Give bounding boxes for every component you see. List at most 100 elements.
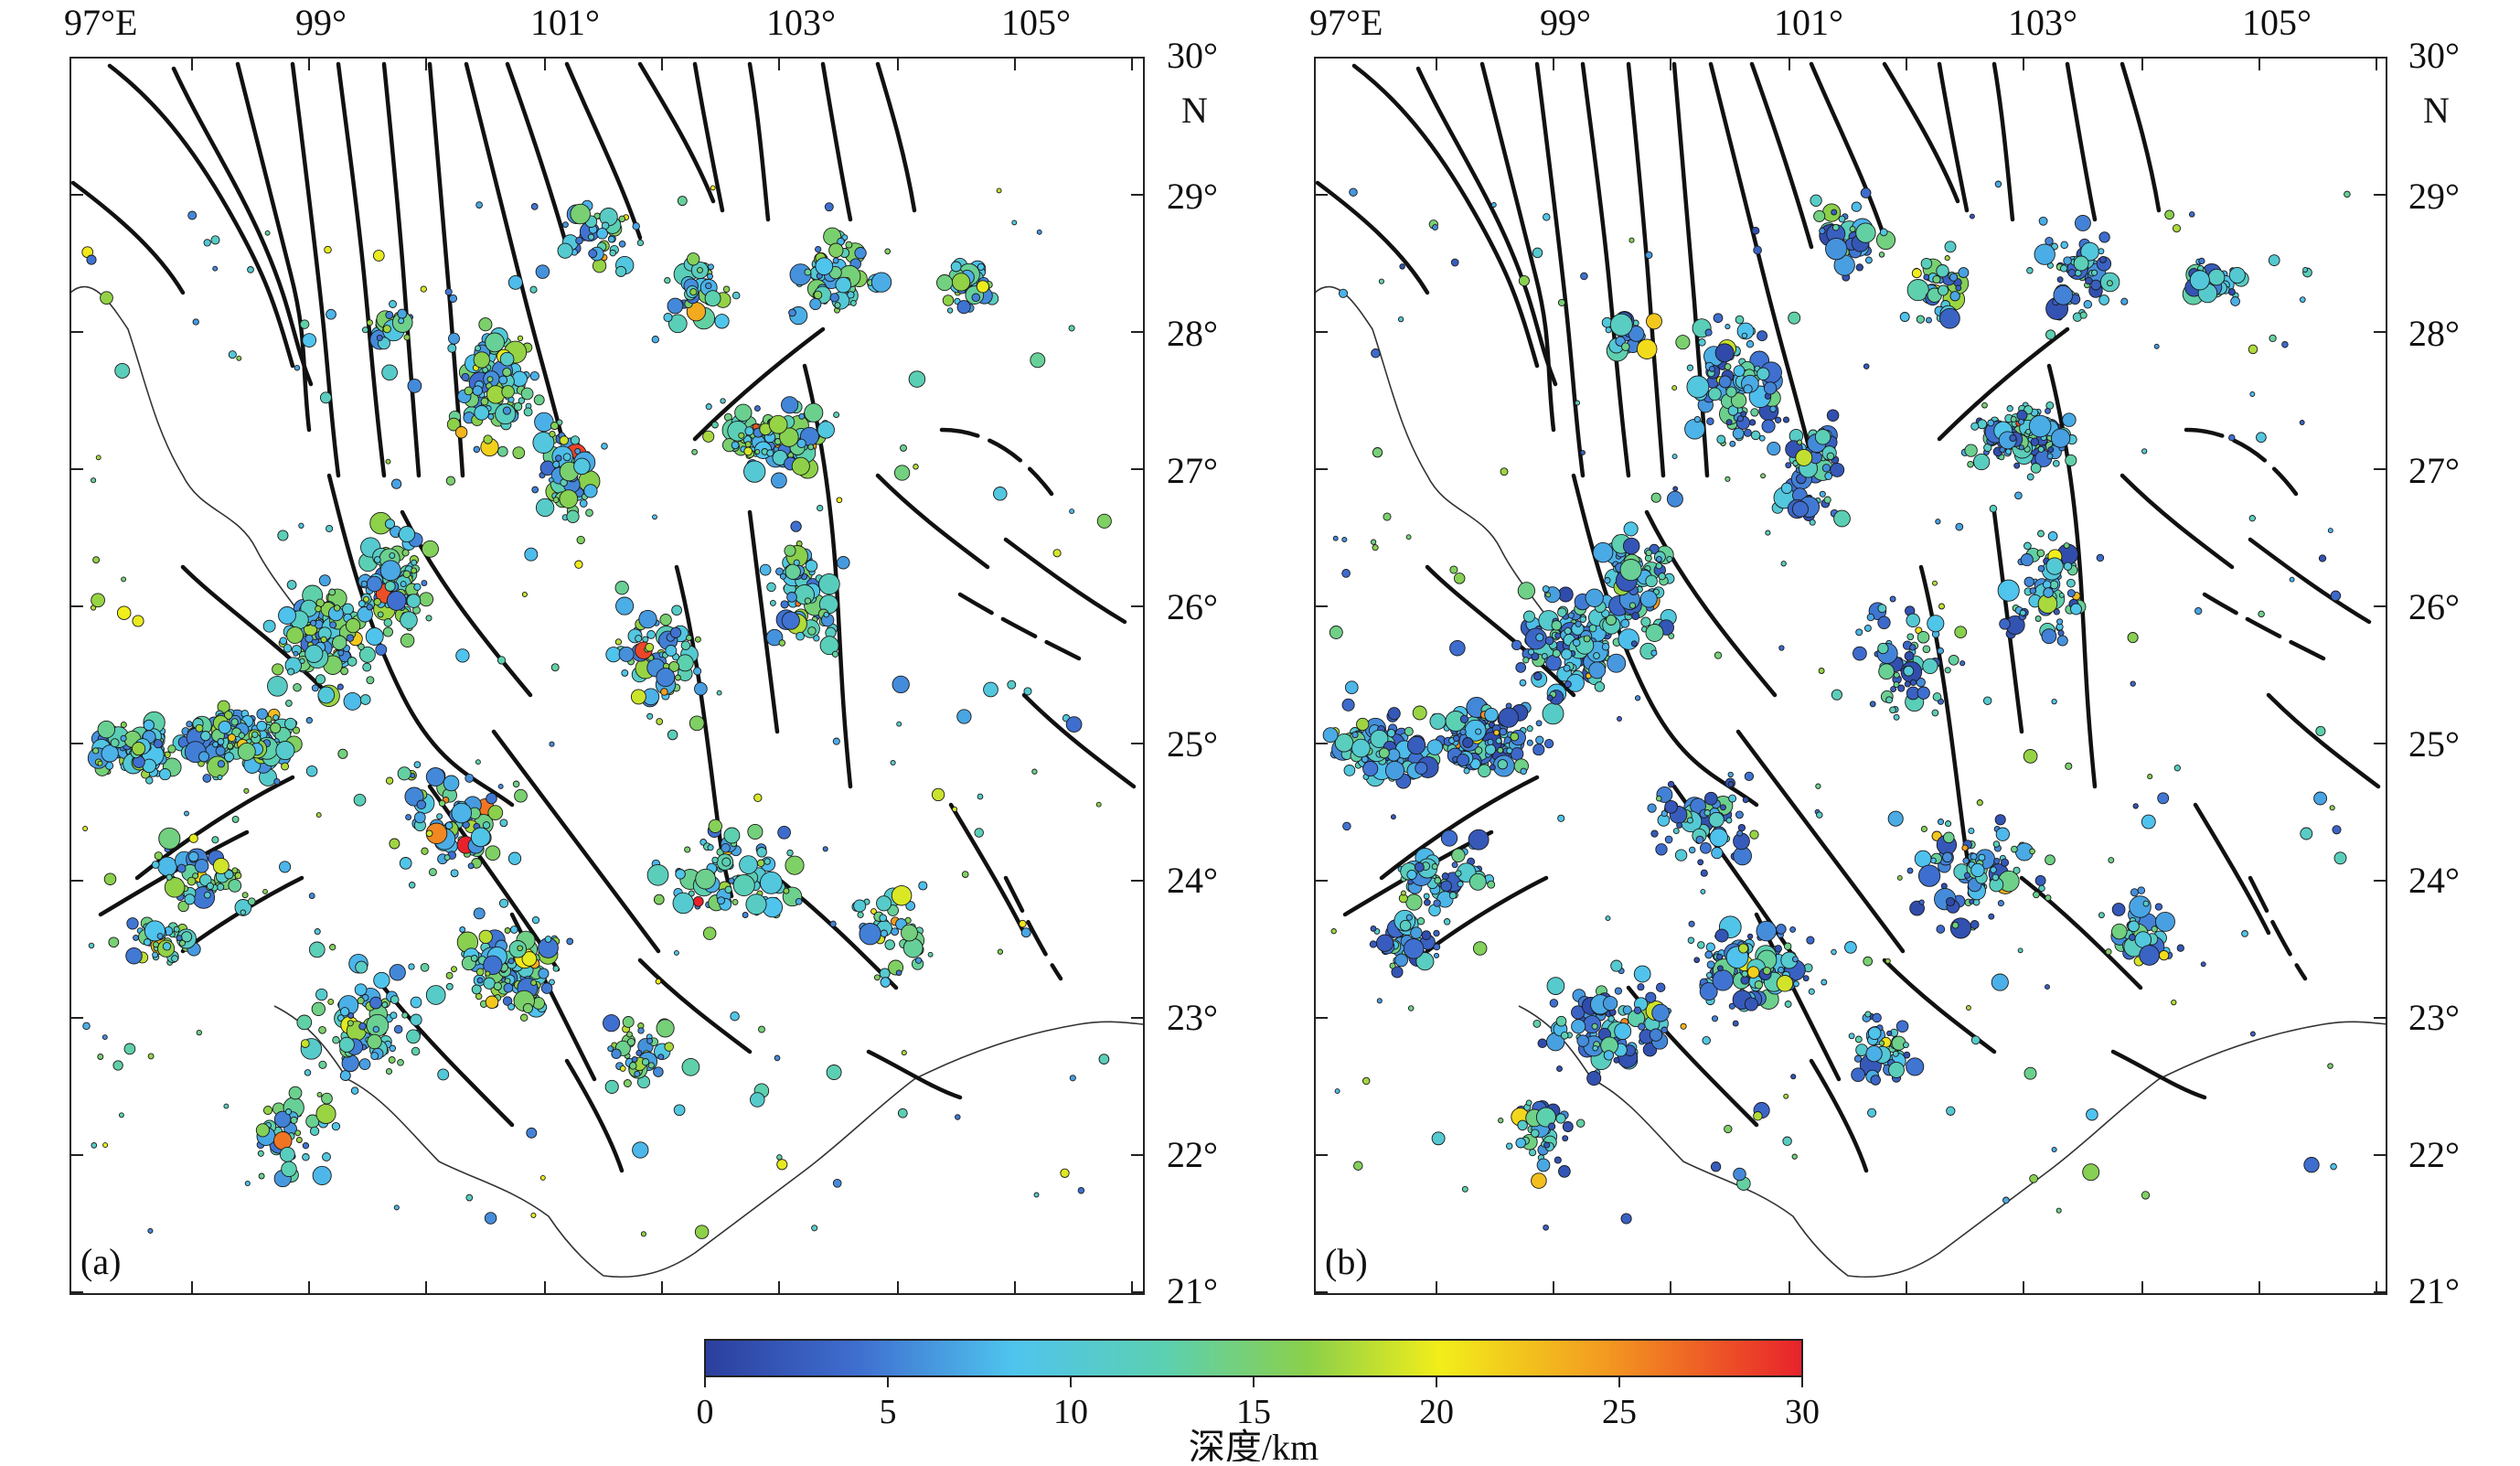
earthquake-point	[880, 977, 892, 988]
earthquake-point	[1362, 760, 1379, 777]
earthquake-point	[2299, 296, 2306, 303]
earthquake-point	[366, 319, 373, 326]
earthquake-point	[518, 397, 526, 404]
earthquake-point	[609, 249, 616, 257]
depth-colorbar: 0 5 10 15 20 25 30 深度/km	[697, 1339, 1820, 1466]
earthquake-point	[1851, 1067, 1865, 1083]
earthquake-point	[655, 978, 662, 985]
earthquake-point	[499, 819, 508, 828]
earthquake-point	[312, 1165, 332, 1185]
earthquake-point	[1949, 273, 1959, 282]
earthquake-point	[1877, 604, 1887, 614]
earthquake-point	[1506, 747, 1513, 754]
earthquake-point	[1545, 592, 1552, 598]
earthquake-point	[315, 1103, 336, 1125]
earthquake-point	[347, 657, 358, 667]
earthquake-point	[1970, 422, 1980, 431]
earthquake-point	[1606, 615, 1617, 626]
earthquake-point	[1780, 482, 1793, 495]
earthquake-point	[2018, 444, 2024, 451]
earthquake-point	[532, 432, 555, 454]
earthquake-point	[329, 621, 337, 629]
earthquake-point	[370, 1052, 379, 1061]
fault-line	[1571, 473, 1759, 808]
earthquake-point	[523, 407, 533, 417]
earthquake-point	[847, 291, 855, 299]
earthquake-point	[1583, 1015, 1602, 1034]
earthquake-point	[884, 248, 892, 255]
lat-label-22: 22°	[2408, 1134, 2460, 1175]
earthquake-point	[1405, 534, 1412, 540]
earthquake-point	[507, 1002, 516, 1011]
earthquake-point	[607, 235, 615, 243]
earthquake-point	[646, 630, 656, 639]
earthquake-point	[445, 476, 456, 486]
earthquake-point	[1011, 219, 1018, 226]
earthquake-point	[2017, 947, 2023, 954]
earthquake-point	[859, 923, 881, 946]
earthquake-point	[769, 599, 776, 606]
earthquake-point	[318, 1060, 327, 1069]
earthquake-point	[1698, 338, 1706, 347]
earthquake-point	[739, 855, 758, 874]
earthquake-point	[1688, 920, 1695, 927]
earthquake-point	[557, 242, 573, 259]
earthquake-point	[977, 793, 984, 800]
earthquake-point	[1866, 613, 1875, 622]
earthquake-point	[411, 559, 418, 566]
earthquake-point	[366, 575, 383, 593]
earthquake-point	[384, 581, 396, 592]
earthquake-point	[1864, 256, 1873, 264]
earthquake-point	[1353, 1161, 1363, 1171]
earthquake-point	[1637, 983, 1645, 991]
earthquake-point	[2023, 576, 2034, 587]
fault-line	[1644, 509, 1778, 698]
earthquake-point	[270, 722, 282, 734]
earthquake-point	[629, 1062, 637, 1070]
earthquake-point	[1605, 326, 1612, 334]
earthquake-point	[1824, 472, 1833, 480]
earthquake-point	[2329, 805, 2335, 811]
fault-line	[491, 729, 661, 954]
earthquake-point	[1557, 814, 1565, 822]
lat-label-26: 26°	[2408, 586, 2460, 627]
earthquake-point	[277, 530, 289, 541]
earthquake-point	[281, 1161, 297, 1178]
earthquake-point	[896, 721, 902, 727]
earthquake-point	[1688, 846, 1696, 854]
earthquake-point	[217, 760, 226, 768]
earthquake-point	[278, 606, 296, 625]
earthquake-point	[1543, 738, 1554, 749]
earthquake-point	[2063, 542, 2070, 550]
earthquake-point	[2063, 562, 2073, 571]
earthquake-point	[559, 489, 579, 508]
earthquake-point	[1797, 439, 1803, 445]
fault-line	[939, 427, 1054, 497]
earthquake-point	[497, 656, 507, 665]
earthquake-point	[436, 813, 443, 820]
earthquake-point	[310, 619, 317, 626]
earthquake-point	[1440, 829, 1458, 847]
earthquake-point	[114, 362, 131, 379]
earthquake-point	[1555, 1015, 1567, 1027]
earthquake-point	[790, 520, 802, 532]
earthquake-point	[1603, 1050, 1615, 1061]
earthquake-point	[2074, 214, 2091, 231]
earthquake-point	[2330, 1162, 2337, 1171]
earthquake-point	[1863, 624, 1872, 632]
earthquake-point	[632, 222, 640, 230]
earthquake-point	[522, 1002, 533, 1013]
earthquake-point	[355, 960, 368, 974]
earthquake-point	[870, 908, 877, 915]
earthquake-point	[1782, 416, 1790, 423]
earthquake-point	[437, 1068, 450, 1081]
earthquake-point	[1562, 1135, 1569, 1142]
latitude-labels-b: 30° N 29° 28° 27° 26° 25° 24° 23° 22° 21…	[2408, 35, 2460, 1311]
earthquake-point	[1930, 857, 1937, 864]
earthquake-point	[1622, 537, 1640, 555]
earthquake-point	[2051, 1146, 2057, 1153]
earthquake-point	[702, 926, 717, 940]
earthquake-point	[1909, 679, 1917, 687]
earthquake-point	[901, 924, 918, 942]
earthquake-point	[1576, 1034, 1589, 1047]
